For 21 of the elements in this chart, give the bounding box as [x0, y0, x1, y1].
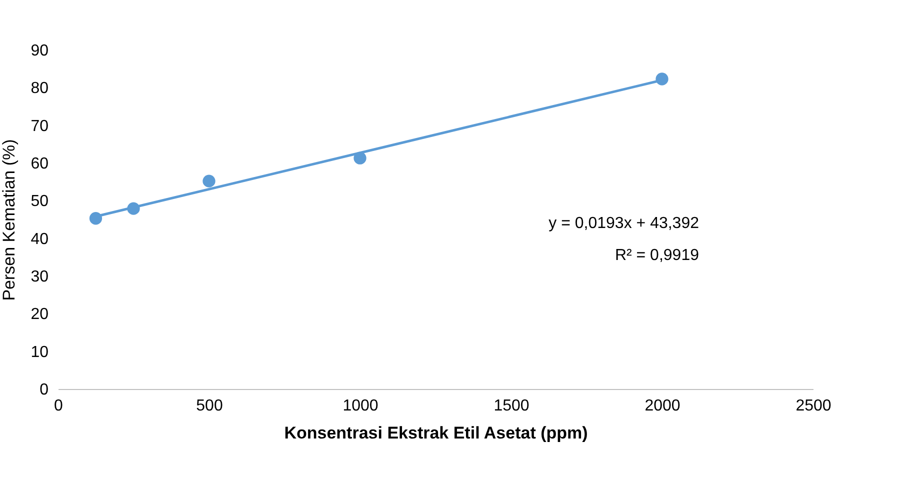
y-tick-label: 10	[30, 344, 49, 361]
y-tick-label: 0	[40, 382, 49, 398]
y-tick-label: 80	[30, 80, 49, 98]
point	[202, 174, 216, 188]
y-axis-title: Persen Kematian (%)	[0, 139, 19, 301]
y-tick-label: 40	[30, 230, 49, 248]
x-tick-label: 1500	[494, 398, 530, 414]
y-tick-label: 30	[30, 268, 49, 286]
y-tick-label: 20	[30, 306, 49, 324]
x-tick-label: 2000	[644, 398, 680, 414]
x-tick-label: 0	[54, 398, 64, 414]
x-tick-label: 1000	[342, 398, 378, 414]
annotation: y = 0,0193x + 43,392	[548, 215, 700, 232]
annotation: R² = 0,9919	[614, 247, 700, 264]
x-tick-label: 2500	[796, 398, 832, 414]
x-axis-title: Konsentrasi Ekstrak Etil Asetat (ppm)	[284, 424, 588, 442]
y-tick-label: 60	[30, 156, 49, 172]
y-tick-label: 50	[30, 193, 49, 210]
y-tick-label: 90	[30, 42, 49, 60]
x-tick-label: 500	[196, 398, 223, 414]
y-tick-label: 70	[30, 118, 49, 135]
